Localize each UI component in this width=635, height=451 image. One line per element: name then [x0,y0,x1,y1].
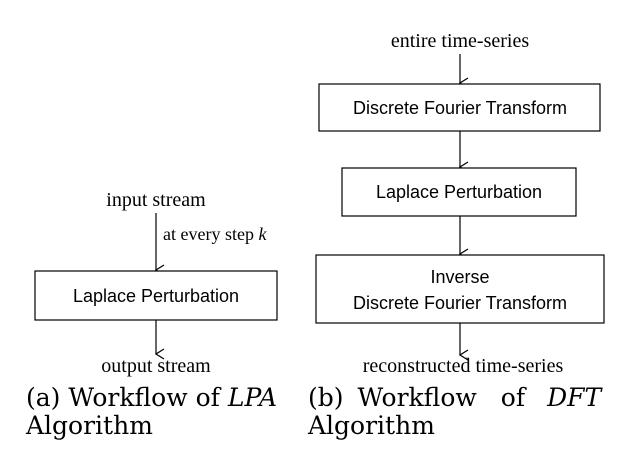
dft-output-label: reconstructed time-series [363,355,564,377]
dft-caption-line1: (b) Workflow of DFT [308,384,601,412]
dft-workflow: entire time-series Discrete Fourier Tran… [315,30,605,377]
dft-laplace-box-label: Laplace Perturbation [376,182,542,202]
lpa-input-label: input stream [106,189,206,211]
dft-input-label: entire time-series [391,30,529,52]
dft-caption-word1: Workflow [357,383,477,412]
dft-caption-suffix: Algorithm [308,411,435,440]
dft-transform-box-label: Discrete Fourier Transform [353,98,567,118]
dft-caption-word2: of [500,383,526,412]
lpa-output-label: output stream [101,355,211,377]
lpa-caption-suffix: Algorithm [26,411,153,440]
lpa-caption-line1: (a) Workflow of LPA [26,384,277,412]
lpa-laplace-box [34,270,278,321]
lpa-step-label: at every step k [163,224,267,244]
lpa-caption: (a) Workflow of LPA Algorithm [26,384,277,440]
lpa-laplace-box-label: Laplace Perturbation [73,286,239,306]
dft-inverse-box [315,254,605,324]
dft-caption-name: DFT [547,383,602,412]
dft-caption-prefix: (b) [308,383,344,412]
dft-inverse-box-line1: Inverse [430,267,489,287]
lpa-workflow: input stream at every step k Laplace Per… [34,189,278,377]
dft-caption: (b) Workflow of DFT Algorithm [308,384,601,440]
lpa-step-label-text: at every step [163,224,258,244]
lpa-step-variable: k [258,224,267,244]
lpa-caption-prefix: (a) Workflow of [26,383,220,412]
dft-inverse-box-line2: Discrete Fourier Transform [353,293,567,313]
dft-laplace-box [341,167,577,217]
lpa-caption-name: LPA [227,383,278,412]
